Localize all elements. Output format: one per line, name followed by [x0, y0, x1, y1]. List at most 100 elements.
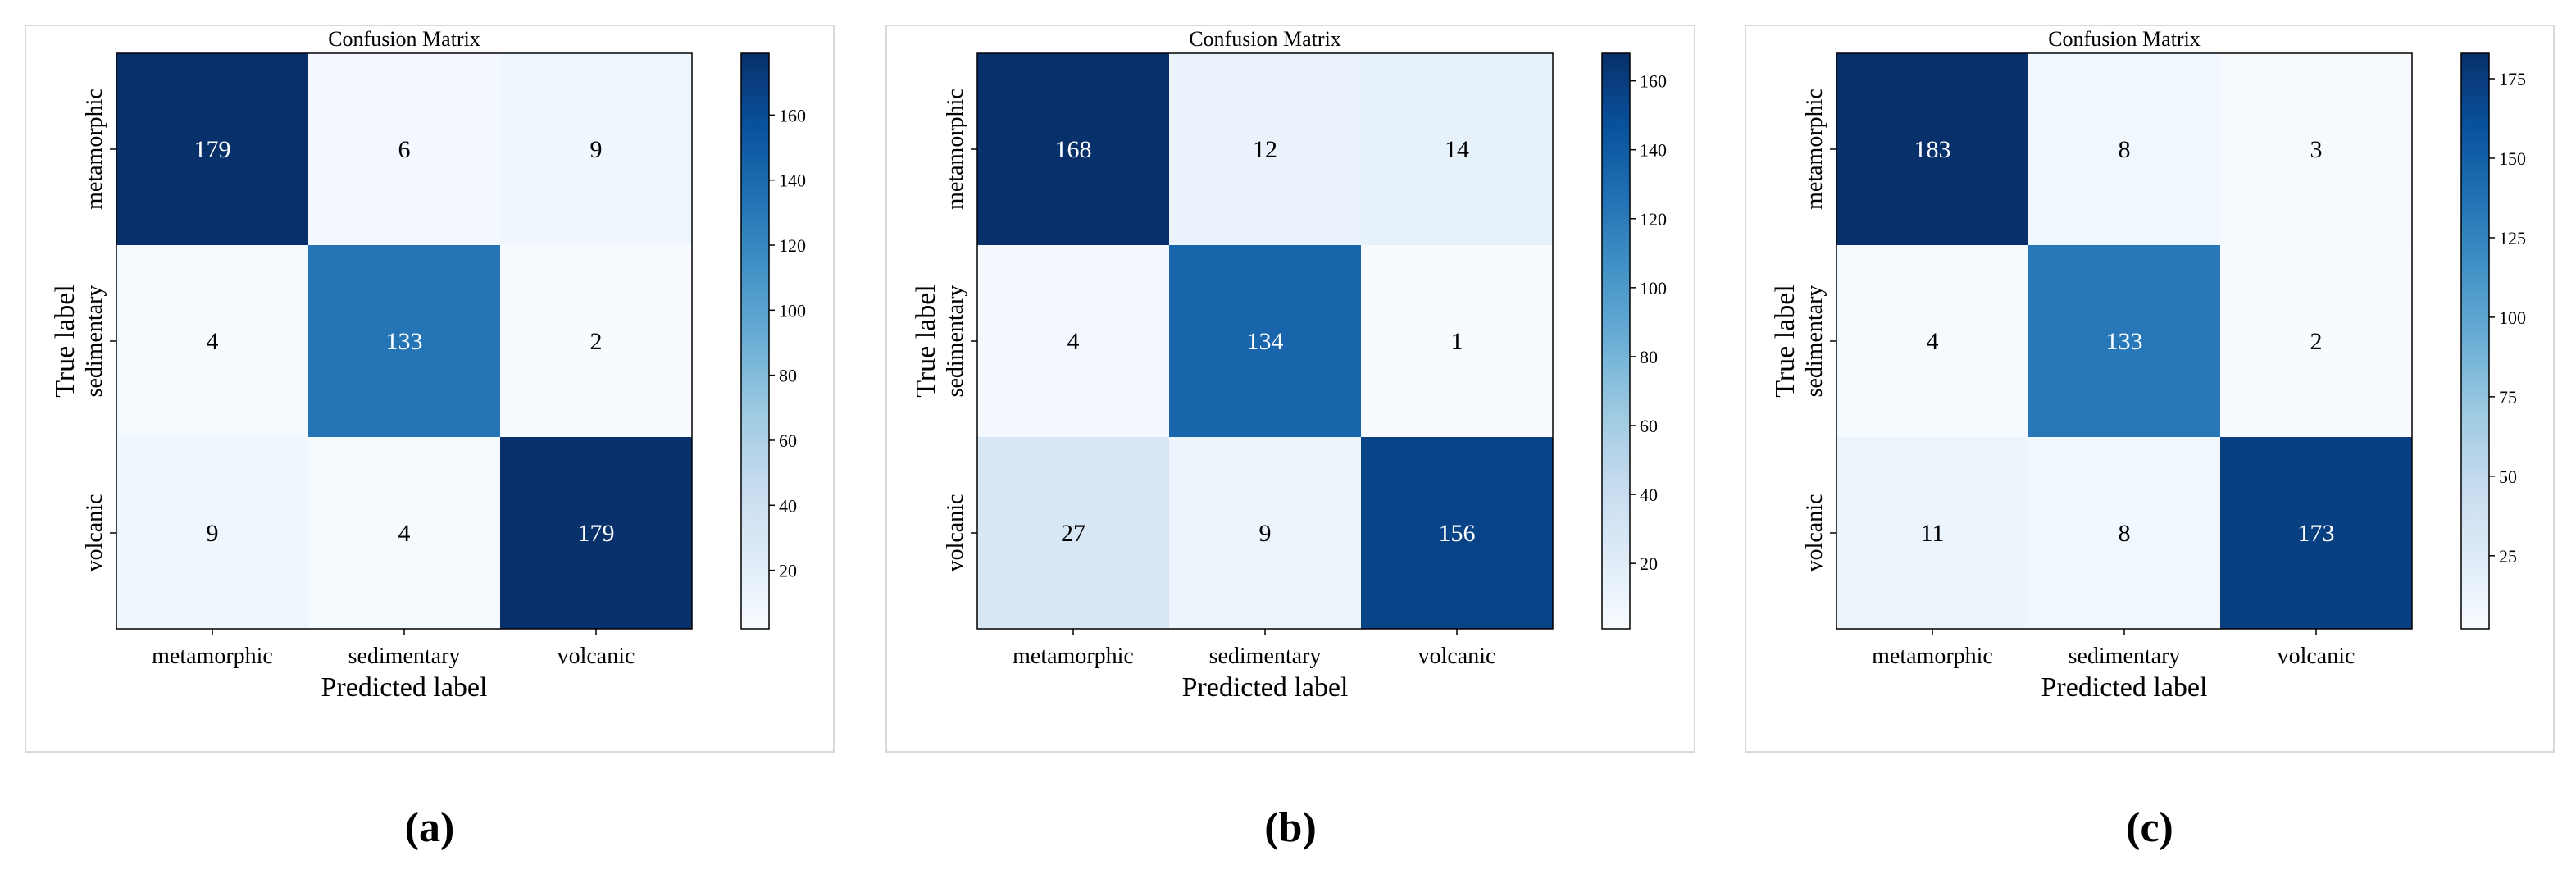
colorbar-tick-label: 160: [779, 105, 806, 125]
colorbar-tick-label: 140: [779, 171, 806, 191]
confusion-matrix-panel-c: Confusion Matrix 183 8 3 4 133 2 11 8 173 metamorp…: [1745, 25, 2555, 753]
matrix-cell: [308, 53, 500, 245]
cell-value-label: 6: [398, 136, 411, 163]
x-tick-label: sedimentary: [1209, 644, 1322, 669]
cell-value-label: 8: [2119, 136, 2131, 163]
matrix-cell: [308, 245, 500, 437]
cell-value-label: 2: [590, 328, 603, 355]
y-axis-label: True label: [911, 285, 941, 398]
chart-title: Confusion Matrix: [328, 27, 480, 51]
x-tick-label: sedimentary: [2069, 644, 2181, 669]
panel-caption-a: (a): [404, 804, 455, 851]
cell-value-label: 179: [578, 520, 615, 547]
cell-value-label: 1: [1451, 328, 1463, 355]
cell-value-label: 8: [2119, 520, 2131, 547]
colorbar-tick-label: 60: [1640, 416, 1658, 436]
confusion-matrix-panel-a: Confusion Matrix 179 6 9 4 133 2 9 4 179 metamorph…: [25, 25, 835, 753]
cell-value-label: 133: [2106, 328, 2143, 355]
y-tick-label: volcanic: [82, 494, 107, 572]
x-tick-label: sedimentary: [348, 644, 461, 669]
colorbar-tick-label: 150: [2499, 148, 2526, 169]
y-tick-label: sedimentary: [943, 285, 968, 398]
colorbar: [740, 52, 770, 630]
chart-svg-b: Confusion Matrix 168 12 14 4 134 1 27 9 156 metamo…: [911, 27, 1667, 703]
cell-value-label: 4: [1927, 328, 1939, 355]
cell-value-label: 9: [207, 520, 219, 547]
chart-svg-a: Confusion Matrix 179 6 9 4 133 2 9 4 179 metamorph…: [50, 27, 806, 703]
cell-value-label: 156: [1439, 520, 1476, 547]
matrix-cell: [1361, 437, 1553, 629]
matrix-cell: [500, 53, 692, 245]
matrix-cell: [1169, 53, 1361, 245]
y-tick-label: metamorphic: [943, 89, 968, 210]
colorbar-tick-label: 20: [1640, 553, 1658, 574]
colorbar-tick-label: 25: [2499, 546, 2517, 567]
cell-value-label: 11: [1921, 520, 1945, 547]
colorbar-tick-label: 120: [779, 235, 806, 256]
matrix-cell: [977, 245, 1169, 437]
matrix-cell: [977, 53, 1169, 245]
colorbar-tick-label: 175: [2499, 69, 2526, 89]
y-tick-label: sedimentary: [82, 285, 107, 398]
cell-value-label: 133: [386, 328, 423, 355]
colorbar-tick-label: 100: [1640, 278, 1667, 298]
x-tick-label: volcanic: [2278, 644, 2355, 669]
matrix-cell: [116, 245, 308, 437]
cell-value-label: 4: [398, 520, 411, 547]
matrix-cell: [2220, 53, 2412, 245]
chart-svg-c: Confusion Matrix 183 8 3 4 133 2 11 8 173 metamorp…: [1770, 27, 2526, 703]
colorbar-tick-label: 100: [2499, 307, 2526, 328]
cell-value-label: 9: [590, 136, 603, 163]
y-tick-label: volcanic: [943, 494, 968, 572]
cell-value-label: 2: [2310, 328, 2323, 355]
matrix-cell: [500, 245, 692, 437]
matrix-cell: [308, 437, 500, 629]
cell-value-label: 173: [2298, 520, 2335, 547]
matrix-cell: [116, 437, 308, 629]
matrix-cell: [977, 437, 1169, 629]
matrix-cell: [1169, 245, 1361, 437]
cell-value-label: 4: [1067, 328, 1080, 355]
colorbar-tick-label: 140: [1640, 140, 1667, 161]
cell-value-label: 14: [1445, 136, 1469, 163]
matrix-cell: [1361, 53, 1553, 245]
panel-caption-b: (b): [1264, 804, 1317, 851]
colorbar-tick-label: 100: [779, 300, 806, 321]
cell-value-label: 3: [2310, 136, 2323, 163]
colorbar-tick-label: 50: [2499, 467, 2517, 487]
matrix-cell: [1836, 437, 2028, 629]
colorbar-tick-label: 80: [779, 366, 797, 386]
colorbar-tick-label: 160: [1640, 71, 1667, 92]
y-tick-label: metamorphic: [1802, 89, 1827, 210]
matrix-cell: [1361, 245, 1553, 437]
panel-caption-c: (c): [2126, 804, 2173, 851]
colorbar-tick-label: 80: [1640, 347, 1658, 367]
chart-title: Confusion Matrix: [1189, 27, 1341, 51]
y-axis-label: True label: [1770, 285, 1800, 398]
cell-value-label: 27: [1061, 520, 1085, 547]
y-axis-label: True label: [50, 285, 80, 398]
x-tick-label: metamorphic: [1013, 644, 1134, 669]
matrix-cell: [2220, 437, 2412, 629]
x-tick-label: metamorphic: [1872, 644, 1993, 669]
x-tick-label: metamorphic: [152, 644, 273, 669]
cell-value-label: 183: [1914, 136, 1951, 163]
y-tick-label: volcanic: [1802, 494, 1827, 572]
matrix-cell: [2028, 437, 2220, 629]
x-axis-label: Predicted label: [2041, 672, 2208, 703]
x-tick-label: volcanic: [1418, 644, 1496, 669]
x-axis-label: Predicted label: [321, 672, 488, 703]
matrix-cell: [500, 437, 692, 629]
matrix-cell: [116, 53, 308, 245]
x-tick-label: volcanic: [558, 644, 635, 669]
cell-value-label: 168: [1055, 136, 1092, 163]
colorbar: [2460, 52, 2490, 630]
colorbar-tick-label: 20: [779, 561, 797, 581]
colorbar: [1601, 52, 1631, 630]
cell-value-label: 134: [1247, 328, 1284, 355]
cell-value-label: 9: [1259, 520, 1272, 547]
y-tick-label: sedimentary: [1802, 285, 1827, 398]
colorbar-tick-label: 125: [2499, 228, 2526, 248]
cell-value-label: 179: [194, 136, 231, 163]
cell-value-label: 12: [1253, 136, 1277, 163]
